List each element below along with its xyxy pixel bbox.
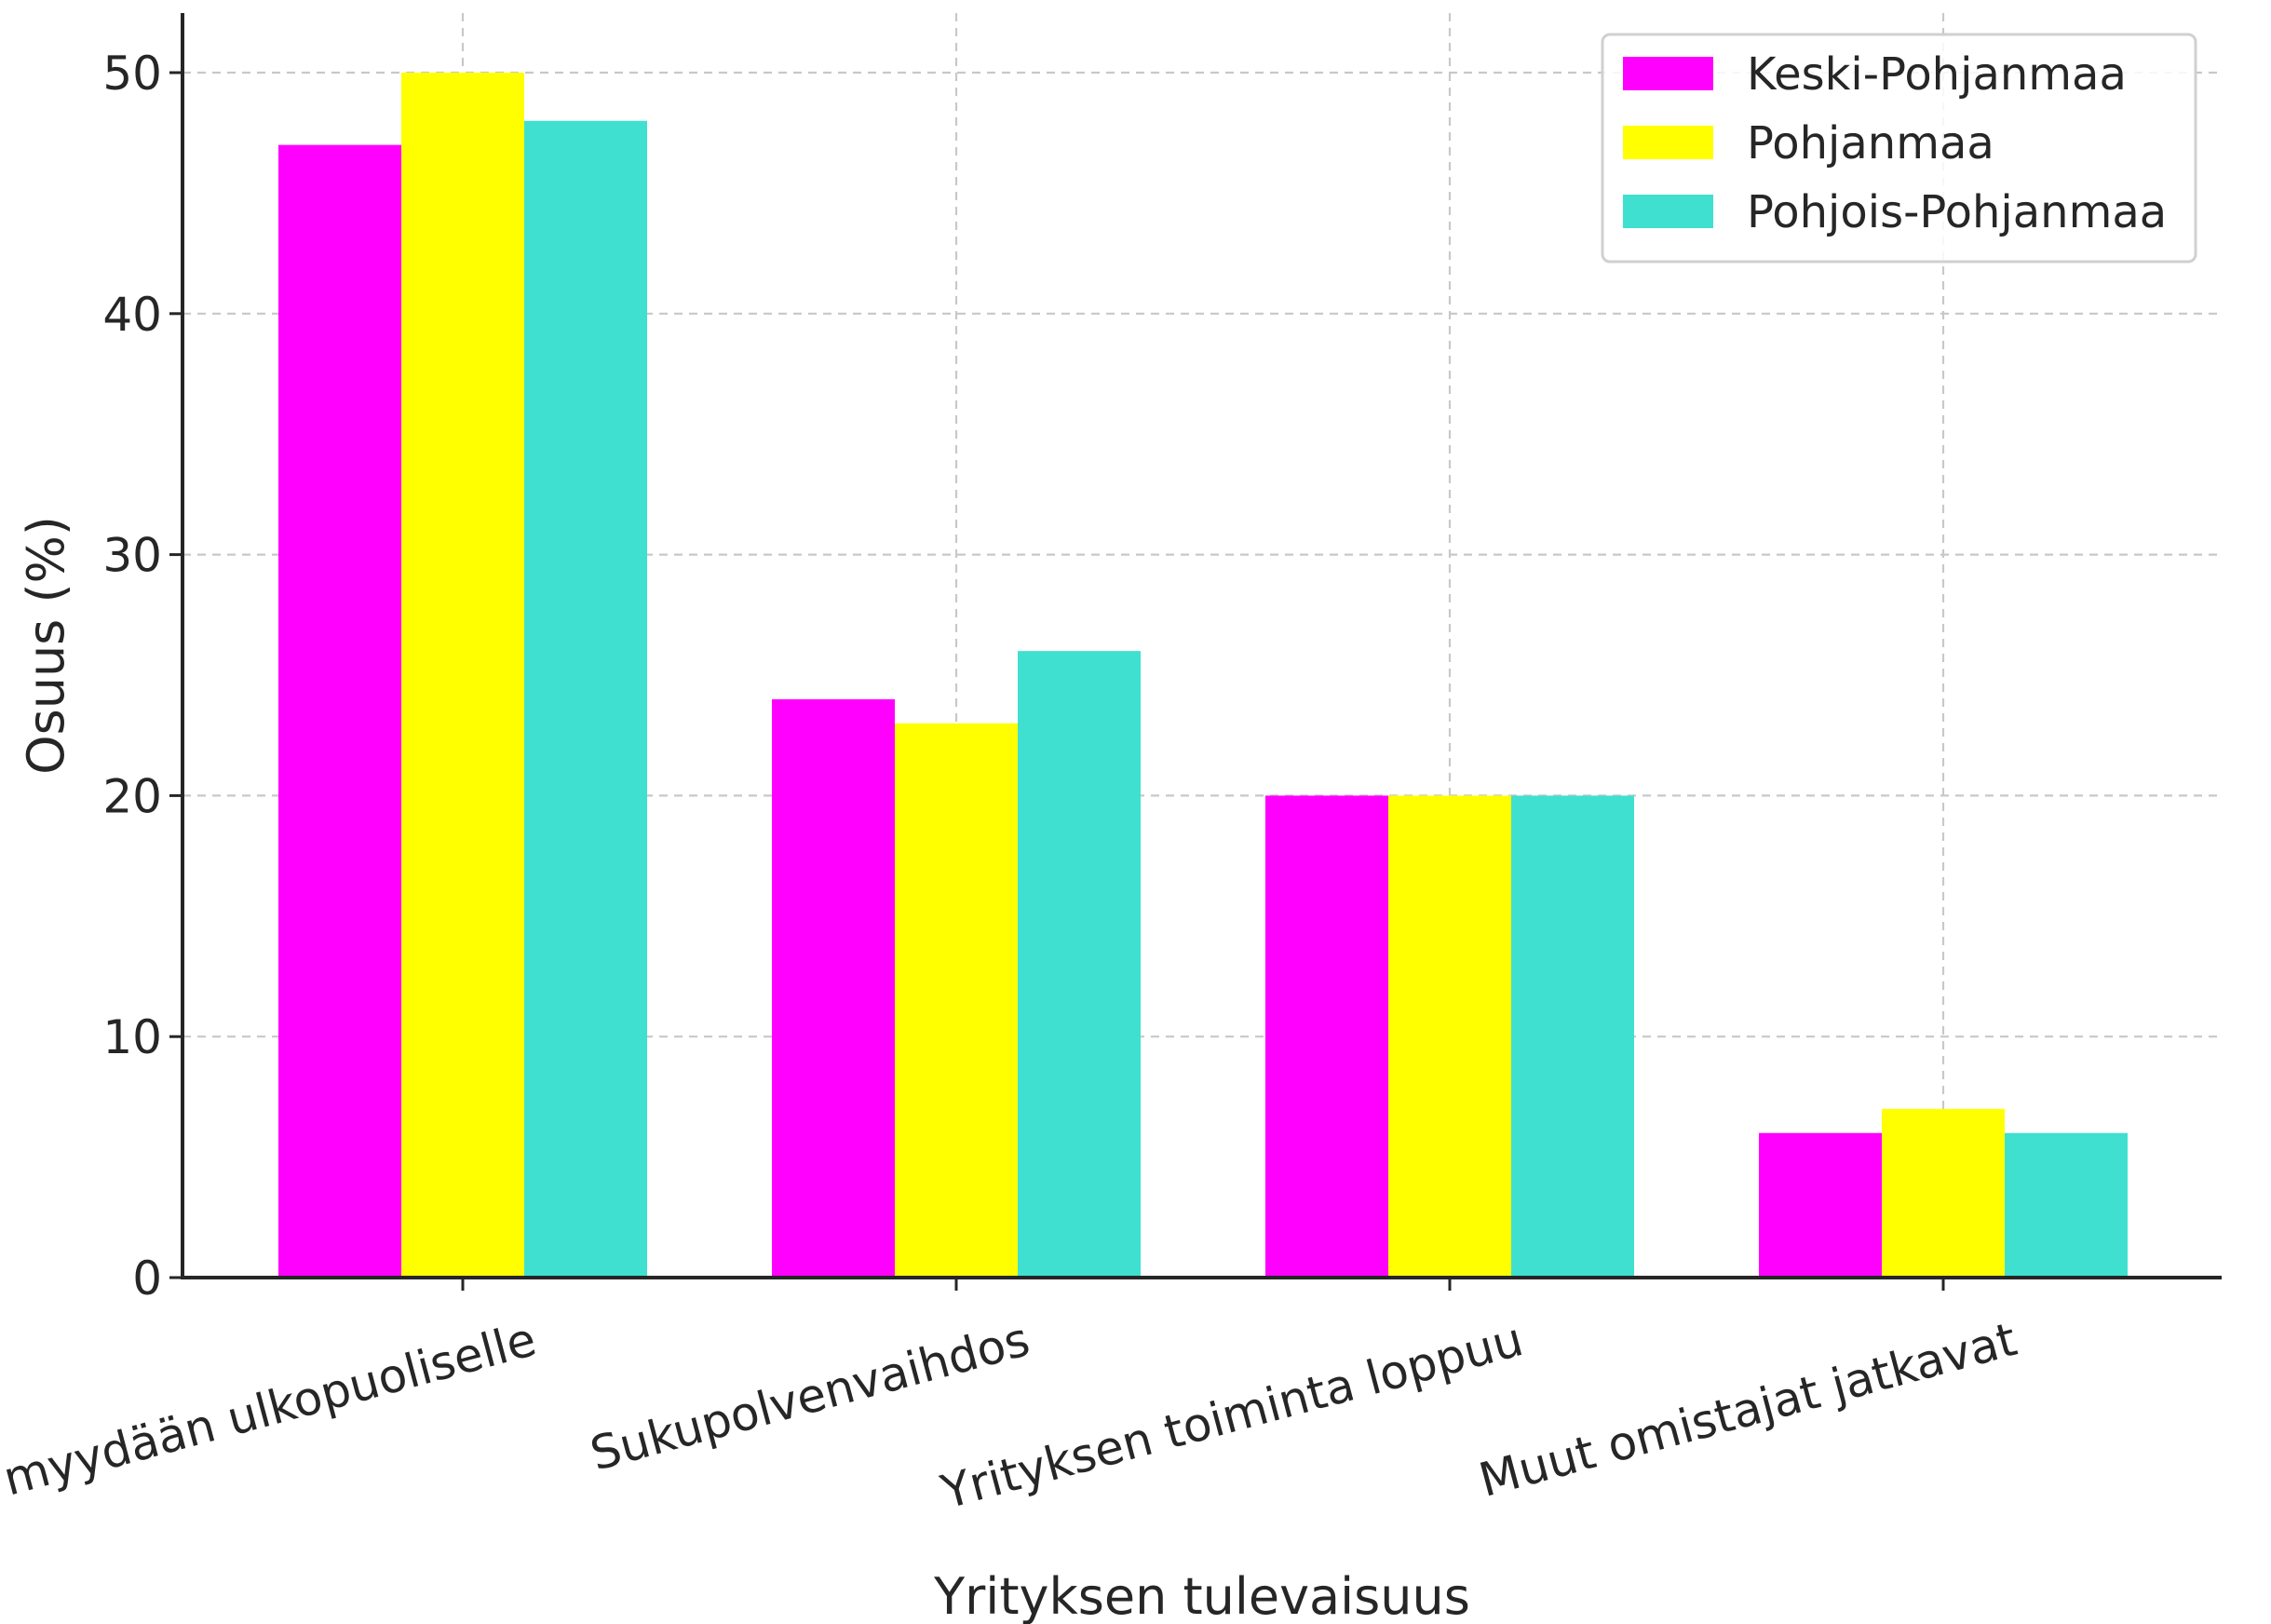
- bars: [278, 73, 2128, 1278]
- y-tick-label: 50: [102, 47, 162, 101]
- bar-pohjanmaa-2: [895, 723, 1018, 1278]
- x-tick-label: Muut omistajat jatkavat: [1474, 1312, 2022, 1508]
- legend-label: Pohjois-Pohjanmaa: [1747, 186, 2167, 238]
- x-tick-label: Sukupolvenvaihdos: [585, 1312, 1034, 1482]
- x-ticks: Yritys myydään ulkopuoliselle Sukupolvenv…: [0, 1278, 2022, 1544]
- legend-swatch: [1623, 195, 1713, 228]
- bar-pohjanmaa-1: [401, 73, 524, 1278]
- y-tick-label: 40: [102, 288, 162, 342]
- x-axis-title: Yrityksen tulevaisuus: [933, 1567, 1470, 1624]
- y-tick-label: 10: [102, 1010, 162, 1064]
- legend-label: Pohjanmaa: [1747, 117, 1994, 169]
- legend-swatch: [1623, 126, 1713, 159]
- legend-frame: [1601, 33, 2197, 264]
- bar-pohjois-pohjanmaa-1: [524, 120, 647, 1278]
- x-tick-label: Yritys myydään ulkopuoliselle: [0, 1312, 542, 1544]
- bar-keski-pohjanmaa-1: [278, 144, 401, 1278]
- y-tick-label: 30: [102, 529, 162, 583]
- bar-keski-pohjanmaa-3: [1265, 795, 1388, 1278]
- y-axis-title: Osuus (%): [17, 516, 75, 775]
- bar-keski-pohjanmaa-2: [772, 698, 895, 1278]
- bar-keski-pohjanmaa-4: [1759, 1132, 1882, 1278]
- bar-pohjois-pohjanmaa-3: [1511, 795, 1634, 1278]
- legend: Keski-Pohjanmaa Pohjanmaa Pohjois-Pohjanma…: [1601, 33, 2197, 264]
- bar-pohjois-pohjanmaa-4: [2005, 1132, 2128, 1278]
- y-tick-label: 20: [102, 769, 162, 823]
- axes: [181, 13, 2222, 1279]
- y-ticks: 0 10 20 30 40 50: [102, 47, 182, 1306]
- bar-pohjois-pohjanmaa-2: [1018, 651, 1141, 1278]
- legend-swatch: [1623, 57, 1713, 90]
- bar-pohjanmaa-4: [1882, 1108, 2005, 1278]
- y-tick-label: 0: [132, 1252, 162, 1306]
- legend-label: Keski-Pohjanmaa: [1747, 48, 2127, 101]
- bar-pohjanmaa-3: [1388, 795, 1511, 1278]
